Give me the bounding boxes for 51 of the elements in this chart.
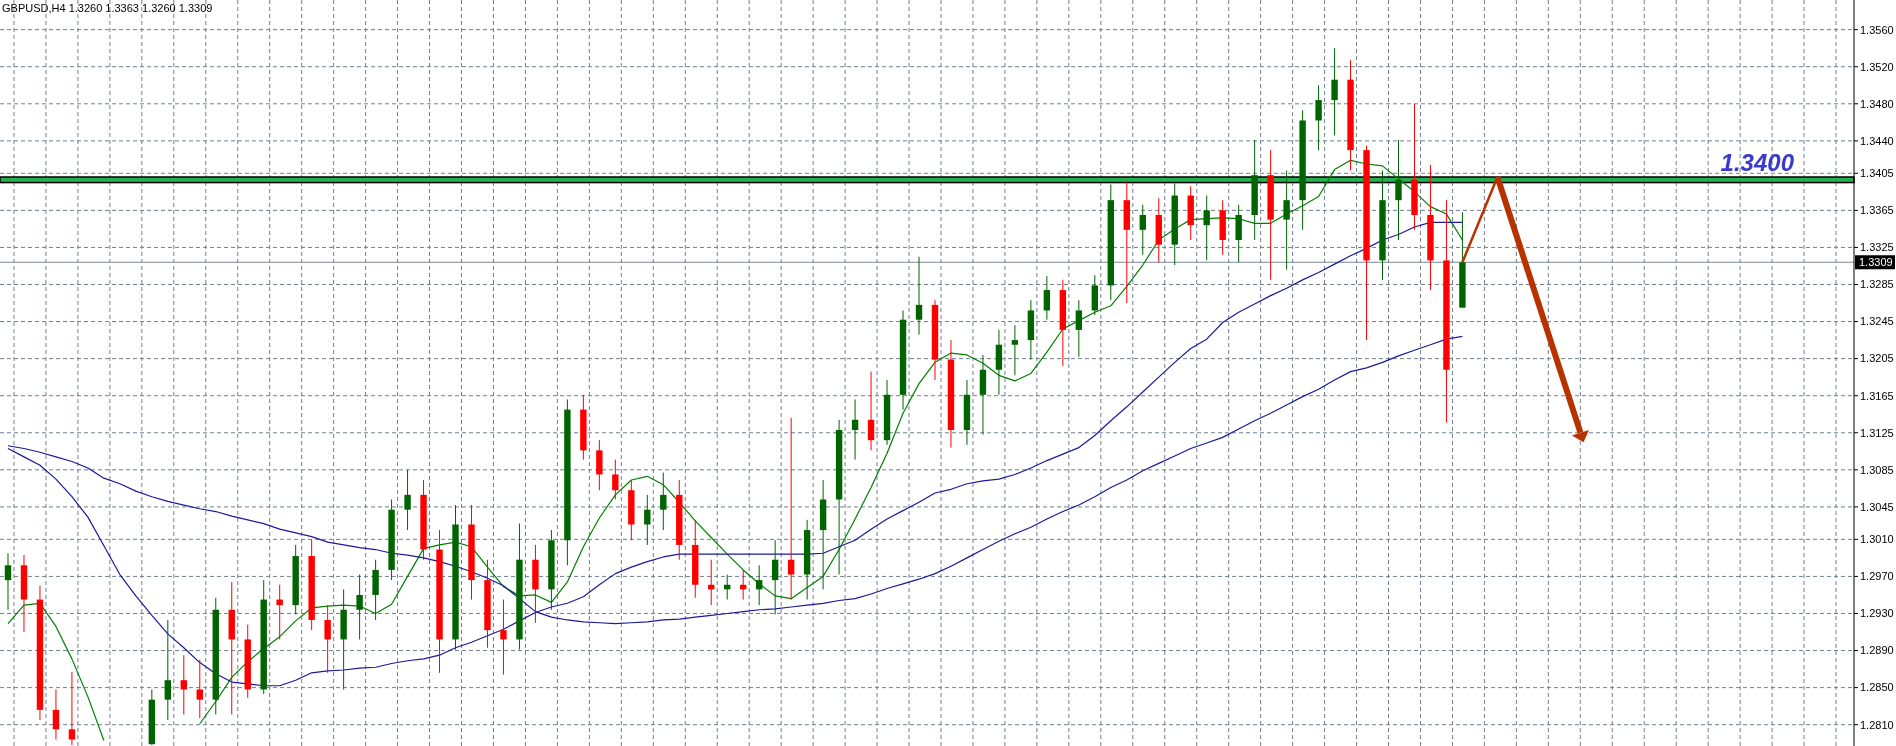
y-tick-label: 1.3405 <box>1860 167 1894 180</box>
candlestick <box>1203 195 1210 261</box>
y-tick-label: 1.3125 <box>1860 426 1894 439</box>
candlestick <box>356 574 363 640</box>
candlestick <box>180 654 187 715</box>
y-tick-label: 1.3010 <box>1860 533 1894 546</box>
y-tick-label: 1.2810 <box>1860 718 1894 731</box>
y-tick-label: 1.3325 <box>1860 241 1894 254</box>
y-tick-label: 1.3440 <box>1860 134 1894 147</box>
candlestick <box>915 256 923 336</box>
candlestick <box>771 539 779 615</box>
candlestick <box>660 472 667 531</box>
candlestick <box>404 469 411 531</box>
y-tick-label: 1.2970 <box>1860 570 1894 583</box>
candlestick <box>196 659 203 719</box>
candlestick <box>324 604 331 674</box>
candlestick <box>1043 275 1051 321</box>
candlestick <box>1283 170 1290 271</box>
candlestick <box>644 494 651 546</box>
candlestick <box>52 688 60 741</box>
y-tick-label: 1.2930 <box>1860 607 1894 620</box>
y-tick-label: 1.3205 <box>1860 352 1894 365</box>
y-tick-label: 1.3285 <box>1860 278 1894 291</box>
candlestick <box>1011 324 1019 376</box>
candlestick <box>1395 139 1402 241</box>
candlestick <box>867 371 875 451</box>
candlestick <box>755 564 763 606</box>
candlestick <box>851 398 859 461</box>
y-tick-label: 1.2850 <box>1860 681 1894 694</box>
band-label: 1.3400 <box>1720 149 1795 176</box>
candlestick <box>1139 204 1146 256</box>
y-tick-label: 1.3480 <box>1860 97 1894 110</box>
y-tick-label: 1.3560 <box>1860 23 1894 36</box>
y-tick-label: 1.3085 <box>1860 463 1894 476</box>
y-tick-label: 1.3245 <box>1860 315 1894 328</box>
candlestick <box>68 671 76 746</box>
candlestick <box>787 417 795 601</box>
candlestick <box>1075 299 1083 358</box>
y-tick-label: 1.3045 <box>1860 500 1894 513</box>
y-tick-label: 1.3520 <box>1860 60 1894 73</box>
candlestick <box>164 619 172 721</box>
y-tick-label: 1.3365 <box>1860 204 1894 217</box>
y-tick-label: 1.3165 <box>1860 389 1894 402</box>
candlestick <box>1331 47 1338 136</box>
candlestick <box>4 552 12 611</box>
chart-title: GBPUSD,H4 1.3260 1.3363 1.3260 1.3309 <box>2 2 213 14</box>
candlestick <box>1315 84 1322 151</box>
ref-line-label: 1.3309 <box>1859 256 1893 269</box>
candlestick <box>500 599 507 676</box>
candlestick <box>612 459 619 500</box>
y-tick-label: 1.2890 <box>1860 644 1894 657</box>
